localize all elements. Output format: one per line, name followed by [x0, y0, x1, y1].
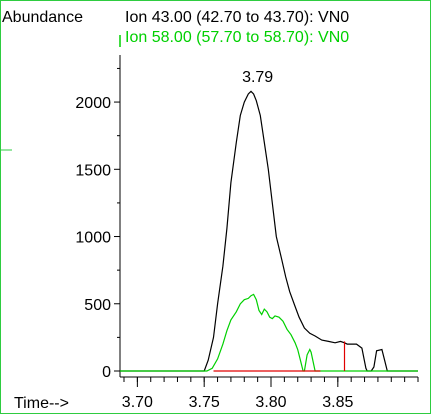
series-line-ion-43-00-42-70-to-43-70-vn0: [120, 90, 418, 372]
y-tick-label: 500: [84, 297, 111, 314]
x-tick-label: 3.85: [322, 394, 353, 411]
series-line-ion-58-00-57-70-to-58-70-vn0: [120, 293, 418, 372]
peak-label: 3.79: [242, 69, 273, 86]
legend-ion58: Ion 58.00 (57.70 to 58.70): VN0: [125, 29, 349, 46]
y-axis-label: Abundance: [2, 9, 83, 26]
plot-area: [120, 90, 418, 372]
y-tick-label: 0: [102, 364, 111, 381]
x-tick-label: 3.75: [189, 394, 220, 411]
y-tick-label: 1500: [75, 162, 111, 179]
y-tick-label: 2000: [75, 95, 111, 112]
x-tick-label: 3.80: [255, 394, 286, 411]
legend-ion43: Ion 43.00 (42.70 to 43.70): VN0: [125, 9, 349, 26]
y-tick-label: 1000: [75, 230, 111, 247]
axes: 0 500 1000 1500 2000 3.70 3.75 3.80 3.85: [75, 55, 419, 411]
x-axis-label: Time-->: [14, 395, 69, 412]
x-tick-label: 3.70: [122, 394, 153, 411]
